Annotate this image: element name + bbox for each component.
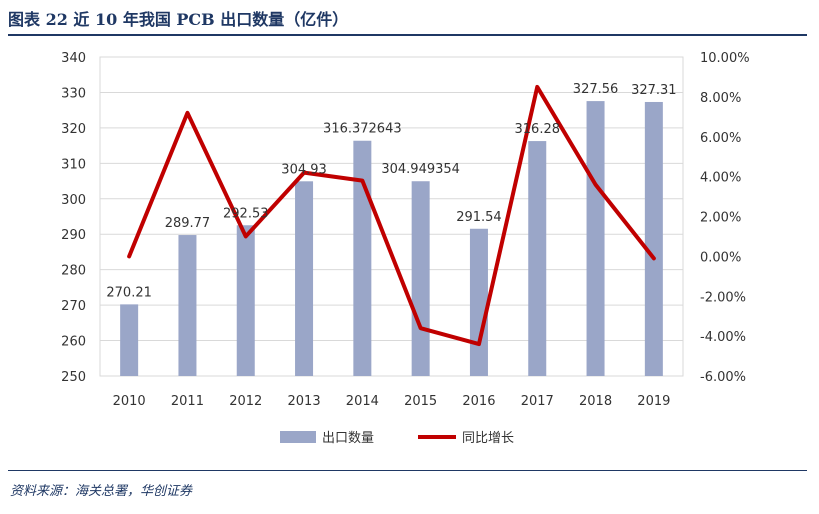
legend-label-line: 同比增长: [462, 431, 514, 446]
bar-export-volume: [295, 181, 314, 376]
x-tick-label: 2017: [521, 394, 554, 409]
bar-export-volume: [178, 235, 197, 376]
y-left-tick-label: 330: [61, 86, 86, 101]
bar-data-label: 327.31: [631, 83, 677, 98]
chart-canvas: 250 260 270 280 290 300 310 320 330 340 -6.00% -4.0…: [61, 51, 750, 446]
x-tick-label: 2013: [288, 394, 321, 409]
bar-export-volume: [236, 225, 255, 376]
bar-data-label: 289.77: [165, 216, 211, 231]
source-note: 资料来源：海关总署，华创证券: [10, 484, 193, 499]
y-left-tick-label: 310: [61, 157, 86, 172]
bar-export-volume: [353, 140, 372, 376]
y-right-tick-label: 10.00%: [700, 51, 750, 66]
y-right-tick-label: 8.00%: [700, 91, 741, 106]
bar-data-label: 327.56: [573, 82, 619, 97]
bar-data-label: 316.372643: [323, 122, 402, 137]
x-tick-label: 2015: [404, 394, 437, 409]
x-tick-label: 2012: [229, 394, 262, 409]
bar-data-label: 304.949354: [381, 162, 460, 177]
bar-data-label: 316.28: [515, 122, 561, 137]
y-right-tick-label: -2.00%: [700, 290, 746, 305]
bar-export-volume: [469, 228, 488, 376]
bar-export-volume: [411, 181, 430, 376]
footer-divider: [8, 470, 807, 471]
x-tick-label: 2010: [113, 394, 146, 409]
y-left-tick-label: 340: [61, 51, 86, 66]
bar-export-volume: [644, 101, 663, 376]
y-right-tick-label: -4.00%: [700, 330, 746, 345]
bar-export-volume: [586, 101, 605, 376]
y-left-tick-label: 300: [61, 193, 86, 208]
x-tick-label: 2011: [171, 394, 204, 409]
y-left-tick-label: 250: [61, 370, 86, 385]
y-left-tick-label: 290: [61, 228, 86, 243]
y-left-tick-label: 260: [61, 335, 86, 350]
bar-export-volume: [528, 141, 547, 376]
line-yoy-growth: [127, 84, 656, 347]
x-tick-label: 2019: [637, 394, 670, 409]
y-right-tick-label: -6.00%: [700, 370, 746, 385]
bar-data-label: 291.54: [456, 210, 502, 225]
legend-swatch-bar: [280, 431, 316, 443]
bar-data-label: 304.93: [281, 162, 327, 177]
x-tick-label: 2018: [579, 394, 612, 409]
y-left-tick-label: 320: [61, 122, 86, 137]
y-right-tick-label: 4.00%: [700, 171, 741, 186]
title-divider: [8, 34, 807, 36]
x-tick-label: 2016: [462, 394, 495, 409]
bar-data-label: 270.21: [106, 285, 152, 300]
x-tick-label: 2014: [346, 394, 379, 409]
chart-title: 图表 22 近 10 年我国 PCB 出口数量（亿件）: [8, 10, 349, 29]
y-right-tick-label: 2.00%: [700, 211, 741, 226]
y-left-tick-label: 270: [61, 299, 86, 314]
y-left-tick-label: 280: [61, 264, 86, 279]
bar-export-volume: [120, 304, 139, 376]
bar-data-label: 292.53: [223, 206, 269, 221]
plot-frame: [99, 56, 684, 377]
legend-label-bar: 出口数量: [322, 431, 374, 446]
y-right-tick-label: 0.00%: [700, 250, 741, 265]
y-right-tick-label: 6.00%: [700, 131, 741, 146]
